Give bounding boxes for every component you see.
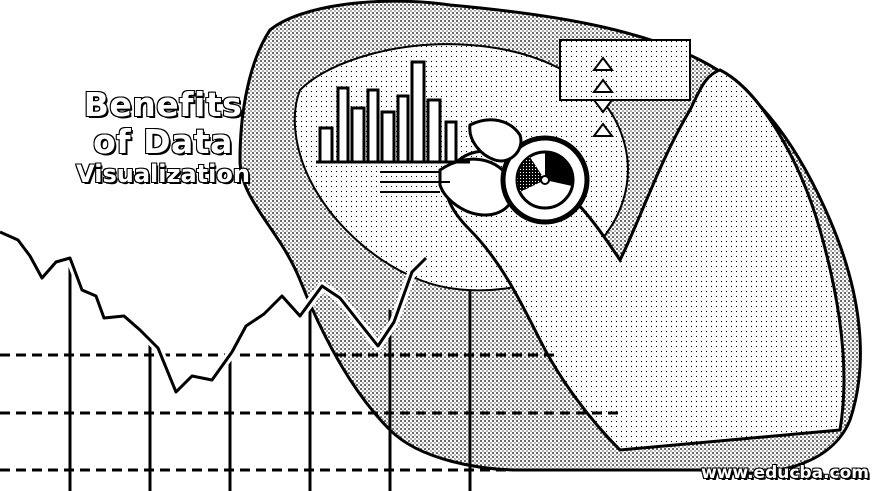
- title-line-2: of Data: [92, 122, 233, 161]
- data-stripes: [380, 171, 450, 193]
- arrow-up-icon: [592, 56, 614, 137]
- site-watermark: www.educba.com: [701, 463, 869, 483]
- title-line-1: Benefits: [83, 85, 243, 124]
- hand-holding-pie-chart: [438, 68, 846, 452]
- title-block: Benefits of Data Visualization: [58, 85, 268, 188]
- bar-chart-graphic: [316, 60, 470, 164]
- title-line-3: Visualization: [75, 160, 251, 188]
- chart-vertical-lines: [68, 258, 472, 491]
- arrow-down-icon: [592, 99, 614, 114]
- line-chart-graphic: [0, 227, 430, 397]
